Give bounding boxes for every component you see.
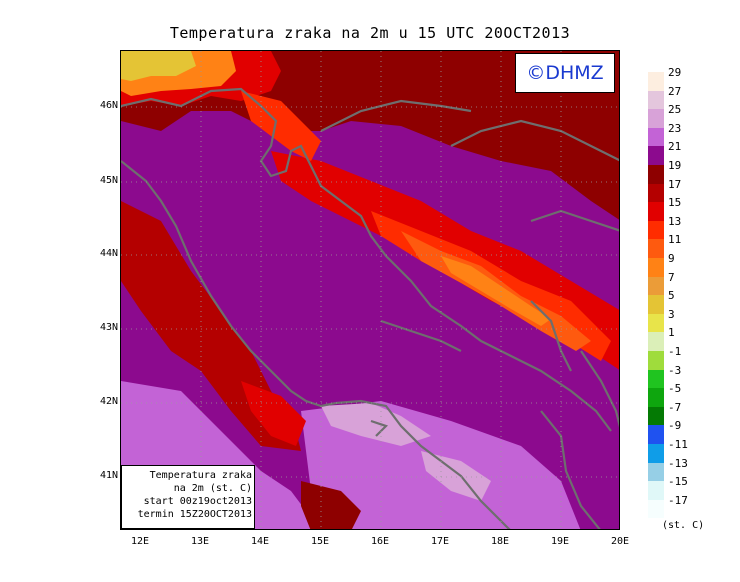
lon-label: 13E [190,536,210,547]
info-line-3: start 00z19oct2013 [143,496,252,507]
legend-swatch [648,425,664,444]
legend-label: 27 [668,84,682,98]
legend-label: 3 [668,307,675,321]
lon-label: 19E [550,536,570,547]
legend-entry: 5 [648,289,738,314]
legend-entry: 9 [648,252,738,277]
legend-entry: 11 [648,233,738,258]
legend-entry: -15 [648,475,738,500]
legend-entry: 13 [648,215,738,240]
info-line-2: na 2m (st. C) [173,483,252,494]
legend-swatch [648,499,664,519]
lon-label: 15E [310,536,330,547]
legend-swatch [648,388,664,407]
legend-entry: 15 [648,196,738,221]
legend-entry: 25 [648,103,738,128]
lat-label: 44N [99,248,118,259]
temperature-field [121,51,619,529]
legend-swatch [648,295,664,314]
info-line-4: termin 15Z20OCT2013 [137,509,252,520]
legend-label: 21 [668,140,682,154]
legend-label: -17 [668,493,688,507]
legend-entry: 3 [648,308,738,333]
legend-swatch [648,202,664,221]
legend-entry: 21 [648,140,738,165]
legend-swatch [648,146,664,165]
legend-label: 9 [668,252,675,265]
legend-label: 5 [668,289,675,303]
legend-swatch [648,165,664,184]
legend-swatch [648,109,664,128]
legend-entry: 23 [648,122,738,147]
legend-label: 13 [668,214,682,228]
legend-entry: 7 [648,271,738,296]
info-line-1: Temperatura zraka [149,470,252,481]
legend-label: -13 [668,456,688,470]
legend-swatch [648,258,664,277]
legend-swatch [648,369,664,389]
legend-swatch [648,313,664,333]
dhmz-logo: ©DHMZ [515,53,615,93]
legend-swatch [648,127,664,147]
legend-label: 1 [668,326,675,340]
legend-label: 19 [668,159,682,172]
lat-label: 43N [99,322,118,333]
lon-label: 16E [370,536,390,547]
legend-entry: -3 [648,364,738,389]
legend-swatch [648,462,664,482]
legend-label: -15 [668,475,688,489]
legend-label: 17 [668,177,682,191]
legend-swatch [648,406,664,426]
lat-label: 45N [99,175,118,186]
legend-entry: 17 [648,178,738,203]
legend-swatch [648,351,664,370]
lat-label: 46N [99,100,118,111]
lon-label: 18E [490,536,510,547]
legend-unit: (st. C) [662,520,705,531]
legend-label: 23 [668,121,682,135]
legend-entry: -9 [648,419,738,444]
legend-label: 7 [668,270,675,284]
legend-label: -1 [668,345,682,358]
lon-label: 17E [430,536,450,547]
legend-entry: -17 [648,494,738,519]
legend-entry: -5 [648,382,738,407]
legend-entry: 19 [648,159,738,184]
lat-label: 42N [99,396,118,407]
legend-swatch [648,332,664,351]
map-title: Temperatura zraka na 2m u 15 UTC 20OCT20… [169,24,571,42]
legend-label: -11 [668,438,688,451]
legend-swatch [648,220,664,240]
info-box: Temperatura zraka na 2m (st. C) start 00… [121,465,255,529]
legend-entry: -7 [648,401,738,426]
legend-label: 29 [668,66,682,79]
legend-label: -5 [668,382,682,396]
legend-label: 15 [668,196,682,210]
lon-label: 14E [250,536,270,547]
legend-entry: -11 [648,438,738,463]
legend-entry: 1 [648,326,738,351]
legend-label: -9 [668,419,682,433]
legend-swatch [648,72,664,91]
lat-label: 41N [99,470,118,481]
legend-swatch [648,481,664,500]
lon-label: 20E [610,536,630,547]
legend-swatch [648,183,664,203]
legend-label: -7 [668,400,682,414]
legend-swatch [648,239,664,258]
legend-label: 11 [668,233,682,247]
lon-label: 12E [130,536,150,547]
legend-swatch [648,276,664,296]
legend-swatch [648,444,664,463]
legend-label: -3 [668,363,682,377]
legend-swatch [648,90,664,110]
legend-entry: -1 [648,345,738,370]
temperature-map[interactable] [120,50,620,530]
legend-entry: 29 [648,66,738,91]
legend-entry: -13 [648,457,738,482]
legend-label: 25 [668,103,682,117]
legend-entry: 27 [648,85,738,110]
